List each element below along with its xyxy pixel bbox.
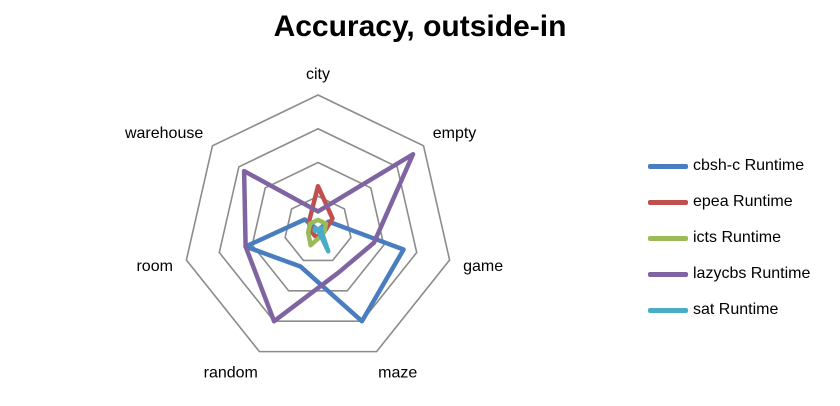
axis-label-game: game — [463, 258, 503, 275]
legend: cbsh-c Runtime epea Runtime icts Runtime… — [648, 148, 810, 328]
grid-ring-1 — [284, 195, 352, 262]
grid-ring-4 — [185, 94, 451, 353]
legend-item-cbsh-c: cbsh-c Runtime — [648, 148, 810, 184]
legend-item-sat: sat Runtime — [648, 292, 810, 328]
grid-ring-3 — [218, 127, 418, 323]
legend-swatch-cbsh-c — [648, 163, 688, 169]
axis-label-room: room — [136, 258, 172, 275]
chart-title: Accuracy, outside-in — [273, 10, 567, 43]
legend-swatch-lazycbs — [648, 271, 688, 277]
legend-label-lazycbs: lazycbs Runtime — [693, 265, 811, 282]
series-line-lazycbs-runtime — [241, 151, 416, 324]
axis-label-city: city — [306, 66, 330, 83]
series-line-icts-runtime — [305, 217, 329, 248]
legend-label-icts: icts Runtime — [693, 229, 782, 246]
axis-label-empty: empty — [433, 125, 477, 142]
axis-label-maze: maze — [378, 364, 417, 381]
legend-swatch-icts — [648, 235, 688, 241]
series-line-cbsh-c-runtime — [243, 217, 406, 324]
axis-label-random: random — [204, 364, 258, 381]
legend-label-epea: epea Runtime — [693, 193, 793, 210]
legend-swatch-epea — [648, 199, 688, 205]
legend-label-sat: sat Runtime — [693, 301, 779, 318]
legend-item-epea: epea Runtime — [648, 184, 810, 220]
legend-swatch-sat — [648, 307, 688, 313]
legend-item-icts: icts Runtime — [648, 220, 810, 256]
legend-label-cbsh-c: cbsh-c Runtime — [693, 157, 805, 174]
series-line-sat-runtime — [312, 225, 331, 254]
legend-item-lazycbs: lazycbs Runtime — [648, 256, 810, 292]
axis-label-warehouse: warehouse — [124, 125, 203, 142]
